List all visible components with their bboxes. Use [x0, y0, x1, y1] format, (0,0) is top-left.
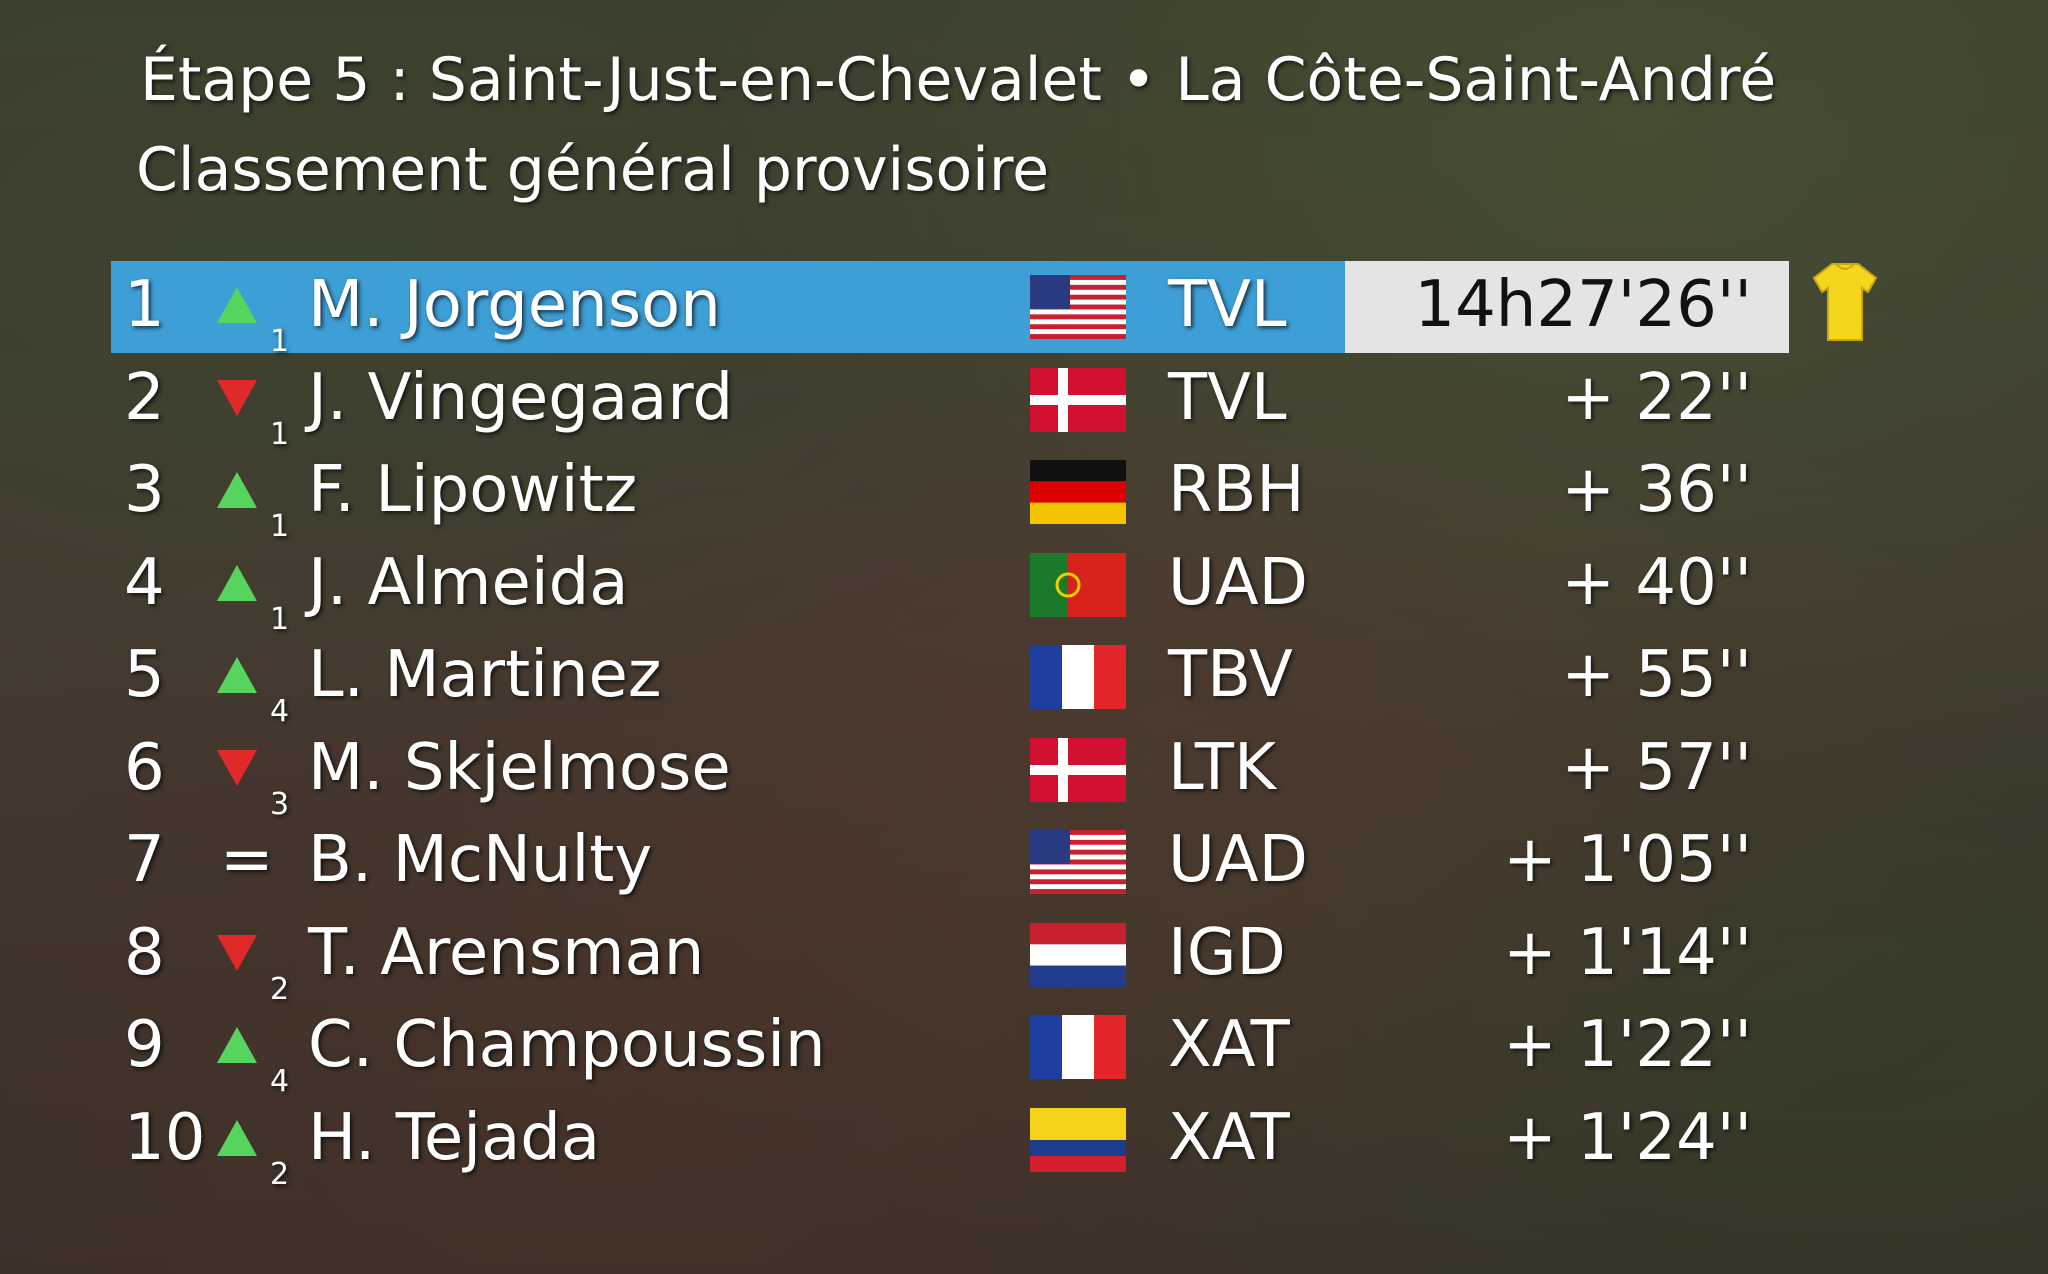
time-gap: + 40'': [1561, 545, 1752, 620]
position-change: 1: [270, 601, 290, 637]
rider-name: M. Jorgenson: [308, 268, 721, 342]
team: XAT: [1168, 1008, 1290, 1082]
time-gap: + 1'24'': [1503, 1100, 1752, 1175]
position-change: 3: [270, 786, 290, 822]
rider-name: H. Tejada: [308, 1100, 601, 1175]
time-gap: + 55'': [1561, 638, 1752, 712]
team: UAD: [1168, 823, 1308, 897]
position-change: 1: [270, 509, 290, 544]
position-change: 4: [270, 1064, 290, 1099]
rank: 1: [124, 268, 165, 342]
team: RBH: [1168, 453, 1305, 527]
rank: 6: [124, 730, 165, 805]
flag: [1030, 737, 1126, 802]
up-arrow: [217, 472, 257, 508]
position-change: 2: [270, 971, 290, 1007]
up-arrow: [217, 1027, 257, 1063]
leader-highlight: [111, 261, 1345, 353]
team: LTK: [1168, 730, 1276, 805]
rider-name: T. Arensman: [308, 915, 705, 990]
flag: [1030, 275, 1126, 339]
flag: [1030, 830, 1126, 894]
position-change: 1: [270, 416, 290, 452]
time-gap: + 1'05'': [1503, 823, 1752, 897]
trend: =: [220, 823, 274, 897]
rider-name: C. Champoussin: [308, 1008, 826, 1082]
rank: 10: [124, 1100, 206, 1175]
position-change: 4: [270, 694, 290, 729]
rank: 4: [124, 545, 165, 620]
flag: [1030, 552, 1126, 617]
flag: [1030, 1107, 1126, 1172]
rank: 8: [124, 915, 165, 990]
rider-name: M. Skjelmose: [308, 730, 731, 805]
leader-time: 14h27'26'': [1414, 268, 1752, 342]
subtitle: Classement général provisoire: [136, 135, 1050, 205]
title: Étape 5 : Saint-Just-en-Chevalet • La Cô…: [140, 45, 1777, 115]
rank: 3: [124, 453, 165, 527]
rider-name: F. Lipowitz: [308, 453, 638, 527]
rider-name: L. Martinez: [308, 638, 662, 712]
team: TVL: [1168, 268, 1287, 342]
flag: [1030, 922, 1126, 987]
flag: [1030, 367, 1126, 432]
time-gap: + 1'14'': [1503, 915, 1752, 990]
rider-name: J. Almeida: [308, 545, 629, 620]
position-change: 2: [270, 1156, 290, 1192]
down-arrow: [217, 749, 257, 786]
rank: 7: [124, 823, 165, 897]
time-gap: + 36'': [1561, 453, 1752, 527]
down-arrow: [217, 379, 257, 416]
team: TBV: [1168, 638, 1293, 712]
up-arrow: [217, 657, 257, 693]
leader-time-box: [1345, 261, 1789, 353]
rank: 9: [124, 1008, 165, 1082]
rank: 5: [124, 638, 165, 712]
time-gap: + 57'': [1561, 730, 1752, 805]
flag: [1030, 460, 1126, 524]
down-arrow: [217, 934, 257, 971]
flag: [1030, 1015, 1126, 1079]
team: UAD: [1168, 545, 1308, 620]
up-arrow: [217, 287, 257, 323]
team: XAT: [1168, 1100, 1290, 1175]
up-arrow: [217, 564, 257, 601]
rider-name: J. Vingegaard: [308, 360, 734, 435]
rank: 2: [124, 360, 165, 435]
flag: [1030, 645, 1126, 709]
team: IGD: [1168, 915, 1286, 990]
position-change: 1: [270, 324, 290, 359]
yellow-jersey: [1812, 263, 1878, 341]
time-gap: + 1'22'': [1503, 1008, 1752, 1082]
up-arrow: [217, 1119, 257, 1156]
rider-name: B. McNulty: [308, 823, 653, 897]
time-gap: + 22'': [1561, 360, 1752, 435]
team: TVL: [1168, 360, 1287, 435]
